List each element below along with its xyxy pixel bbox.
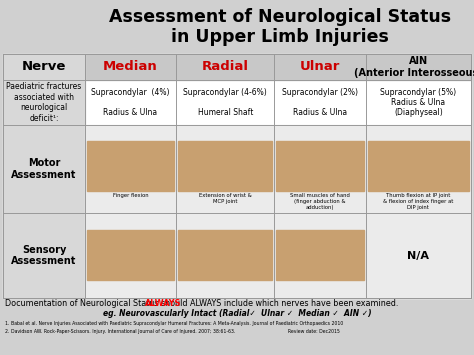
Bar [3,213,85,298]
Bar [87,230,174,280]
Text: Motor
Assessment: Motor Assessment [11,158,77,180]
Text: Sensory
Assessment: Sensory Assessment [11,245,77,266]
Text: in Upper Limb Injuries: in Upper Limb Injuries [171,28,389,46]
Text: Extension of wrist &
MCP joint: Extension of wrist & MCP joint [199,193,252,204]
Text: Supracondylar (5%)
Radius & Ulna
(Diaphyseal): Supracondylar (5%) Radius & Ulna (Diaphy… [380,88,456,118]
Text: Nerve: Nerve [22,60,66,73]
Text: Thumb flexion at IP joint
& flexion of index finger at
DIP joint: Thumb flexion at IP joint & flexion of i… [383,193,454,209]
Text: eg. Neurovascularly Intact (Radial✓  Ulnar ✓  Median ✓  AIN ✓): eg. Neurovascularly Intact (Radial✓ Ulna… [103,310,371,318]
Bar [85,125,471,213]
Bar [276,230,364,280]
Bar [368,141,469,191]
Text: Finger flexion: Finger flexion [113,193,148,198]
Bar [3,54,471,80]
Text: N/A: N/A [407,251,429,261]
Bar [3,125,85,213]
Bar [178,230,273,280]
Text: Supracondylar (2%)

Radius & Ulna: Supracondylar (2%) Radius & Ulna [282,88,358,118]
Bar [3,54,471,298]
Text: AIN
(Anterior Interosseous): AIN (Anterior Interosseous) [354,56,474,78]
Text: ALWAYS: ALWAYS [145,300,181,308]
Bar [276,141,364,191]
Text: Median: Median [103,60,158,73]
Bar [3,54,85,80]
Text: Paediatric fractures
associated with
neurological
deficit¹:: Paediatric fractures associated with neu… [6,82,82,122]
Text: Ulnar: Ulnar [300,60,340,73]
Bar [85,213,471,298]
Text: Supracondylar (4-6%)

Humeral Shaft: Supracondylar (4-6%) Humeral Shaft [183,88,267,118]
Text: 1. Babal et al. Nerve Injuries Associated with Paediatric Supracondylar Humeral : 1. Babal et al. Nerve Injuries Associate… [5,321,343,326]
Text: Assessment of Neurological Status: Assessment of Neurological Status [109,8,451,26]
Bar [178,141,273,191]
Text: 2. Davidson AW. Rock-Paper-Scissors. Injury. International Journal of Care of In: 2. Davidson AW. Rock-Paper-Scissors. Inj… [5,328,340,333]
Bar [87,141,174,191]
Text: Documentation of Neurological Status should ALWAYS include which nerves have bee: Documentation of Neurological Status sho… [5,300,398,308]
Text: Small muscles of hand
(finger abduction &
adduction): Small muscles of hand (finger abduction … [290,193,350,209]
Text: Supracondylar  (4%)

Radius & Ulna: Supracondylar (4%) Radius & Ulna [91,88,170,118]
Bar [3,80,85,125]
Text: Radial: Radial [202,60,249,73]
